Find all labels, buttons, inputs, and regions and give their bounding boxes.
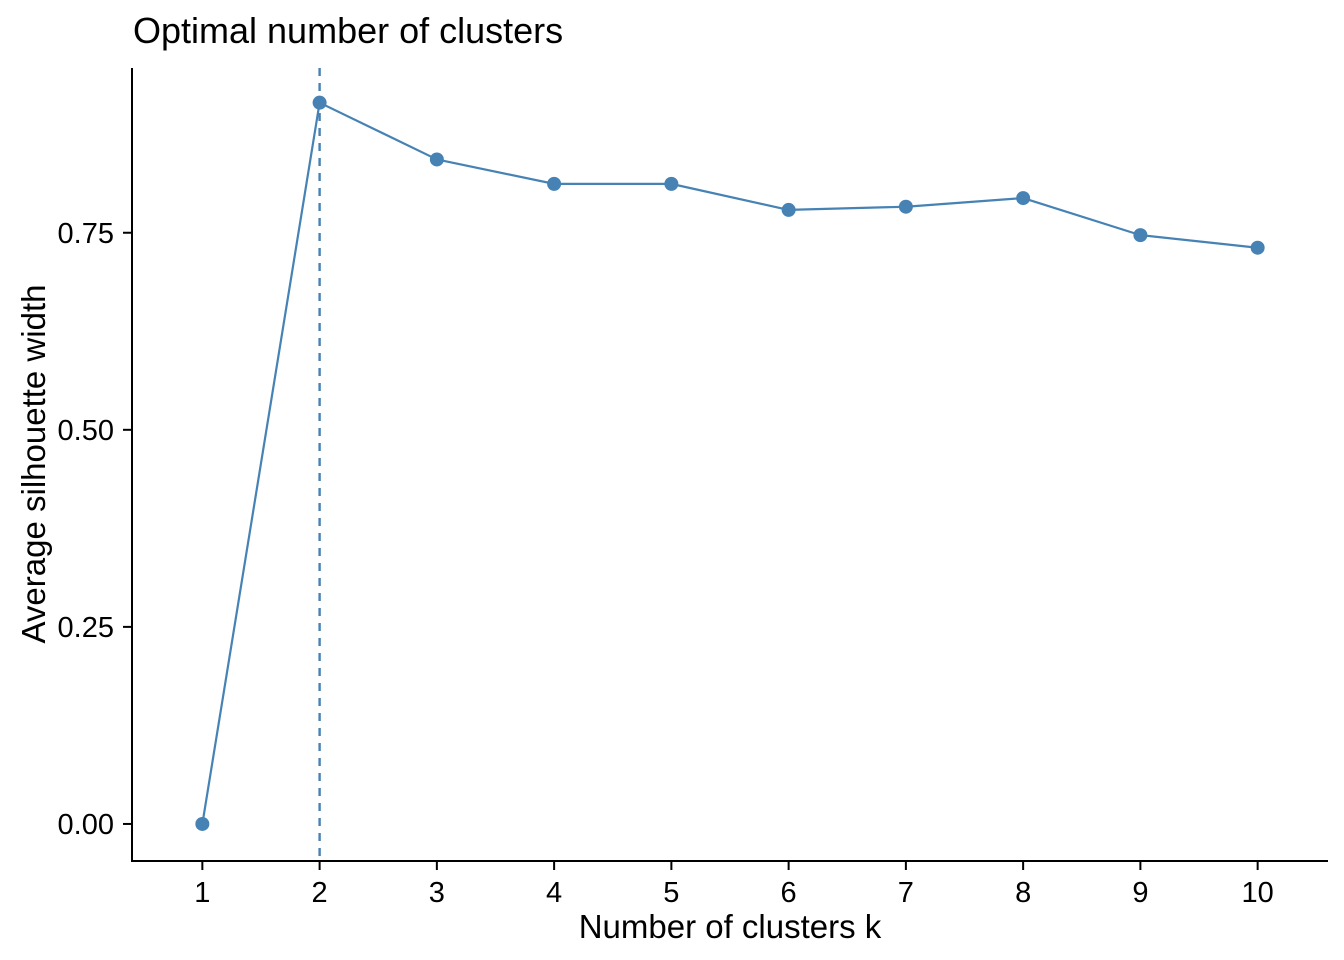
x-axis-tick-label: 8 [1015, 877, 1031, 909]
axes [131, 68, 1328, 862]
data-series-layer [195, 95, 1265, 831]
y-axis-title: Average silhouette width [15, 285, 52, 644]
axis-tick-labels: 1 2 3 4 5 6 7 8 9 10 0.00 0.25 0.50 0.75 [58, 218, 1274, 909]
silhouette-line [201, 101, 1258, 825]
x-axis-tick-label: 4 [546, 877, 562, 909]
x-axis-tick-label: 6 [781, 877, 797, 909]
y-axis-tick-label: 0.00 [58, 809, 114, 841]
chart-title: Optimal number of clusters [133, 10, 563, 51]
x-axis-title: Number of clusters k [579, 908, 882, 945]
x-axis-tick-label: 5 [663, 877, 679, 909]
x-axis-tick-label: 3 [429, 877, 445, 909]
y-axis-tick-label: 0.25 [58, 612, 114, 644]
data-point-k1 [195, 816, 210, 831]
data-point-k7 [898, 199, 913, 214]
x-axis-tick-label: 9 [1132, 877, 1148, 909]
data-point-k5 [664, 176, 679, 191]
x-axis-tick-label: 10 [1242, 877, 1274, 909]
y-axis-tick-label: 0.50 [58, 415, 114, 447]
axis-ticks [123, 231, 1259, 870]
data-point-k2 [312, 95, 327, 110]
x-axis-tick-label: 7 [898, 877, 914, 909]
x-axis-tick-label: 1 [194, 877, 210, 909]
data-point-k9 [1133, 228, 1148, 243]
data-point-k6 [781, 202, 796, 217]
y-axis-tick-label: 0.75 [58, 218, 114, 250]
data-point-k10 [1250, 240, 1265, 255]
x-axis-tick-label: 2 [312, 877, 328, 909]
data-point-k4 [547, 176, 562, 191]
data-point-k3 [429, 152, 444, 167]
data-point-k8 [1016, 191, 1031, 206]
